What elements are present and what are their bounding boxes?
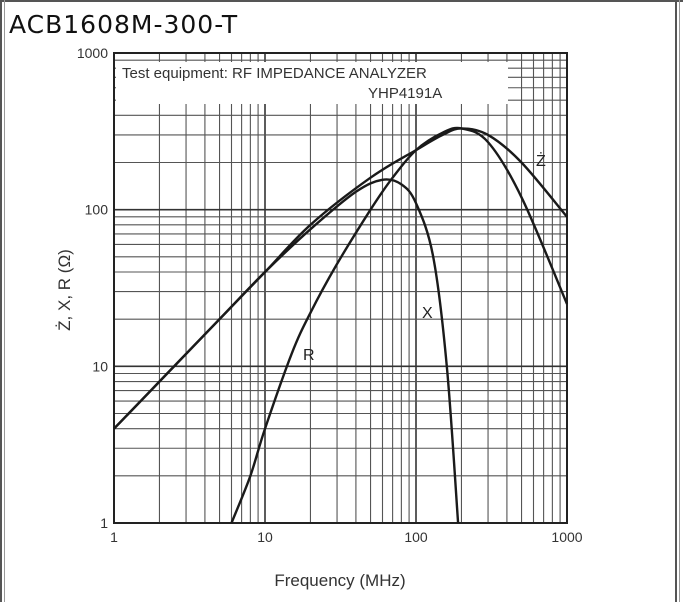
x-tick-label: 10	[257, 529, 273, 545]
frame-border-top	[0, 0, 683, 2]
y-tick-label: 1	[100, 515, 108, 531]
x-tick-label: 1	[110, 529, 118, 545]
y-axis-label: Ż, X, R (Ω)	[55, 249, 74, 331]
annotation-line-2: YHP4191A	[368, 85, 442, 102]
annotation-background	[116, 62, 508, 104]
frame-border-right-inner	[679, 0, 680, 602]
annotation-box: Test equipment: RF IMPEDANCE ANALYZER YH…	[116, 62, 508, 104]
series-label-z: Ż	[536, 151, 546, 170]
x-tick-label: 100	[404, 529, 428, 545]
grid	[114, 53, 567, 523]
series-line-r	[230, 126, 569, 524]
y-tick-label: 100	[85, 202, 109, 218]
series-label-r: R	[303, 347, 315, 364]
annotation-line-1: Test equipment: RF IMPEDANCE ANALYZER	[122, 65, 427, 82]
x-tick-label: 1000	[551, 529, 582, 545]
y-tick-label: 1000	[77, 45, 108, 61]
series-line-x	[113, 178, 460, 524]
x-axis-label: Frequency (MHz)	[274, 571, 405, 590]
chart-title: ACB1608M-300-T	[9, 10, 239, 39]
series-label-x: X	[422, 305, 433, 322]
plot-area-border	[113, 52, 568, 524]
frame-border-right	[675, 0, 677, 602]
series-line-z	[113, 127, 568, 430]
tick-labels: 1 10 100 1000 1 10 100 1000	[77, 45, 583, 545]
frame-border-left-inner	[4, 0, 5, 602]
series-group	[113, 126, 569, 524]
y-tick-label: 10	[92, 358, 108, 374]
frame-border-left	[0, 0, 2, 602]
